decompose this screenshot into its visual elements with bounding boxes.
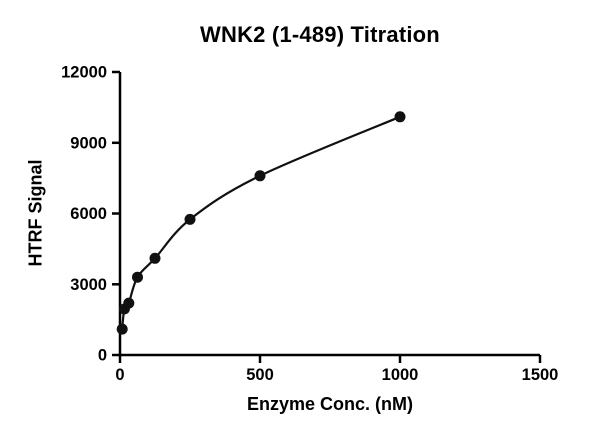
data-point (116, 323, 128, 335)
chart-title: WNK2 (1-489) Titration (200, 22, 440, 47)
y-tick-label: 9000 (70, 134, 107, 152)
data-point (254, 170, 266, 182)
data-point (132, 271, 143, 283)
x-tick-label: 1000 (382, 366, 419, 384)
y-tick-label: 12000 (61, 64, 107, 82)
x-tick-label: 0 (115, 366, 124, 384)
data-point (394, 111, 406, 123)
x-axis-label: Enzyme Conc. (nM) (246, 394, 413, 414)
data-point (184, 213, 196, 225)
fit-curve (121, 115, 401, 330)
x-tick-label: 500 (246, 366, 274, 384)
y-tick-label: 0 (98, 347, 107, 365)
x-tick-label: 1500 (522, 366, 559, 384)
data-point (123, 297, 135, 309)
y-tick-label: 3000 (70, 276, 107, 294)
y-tick-label: 6000 (70, 205, 107, 223)
data-point (149, 252, 161, 264)
